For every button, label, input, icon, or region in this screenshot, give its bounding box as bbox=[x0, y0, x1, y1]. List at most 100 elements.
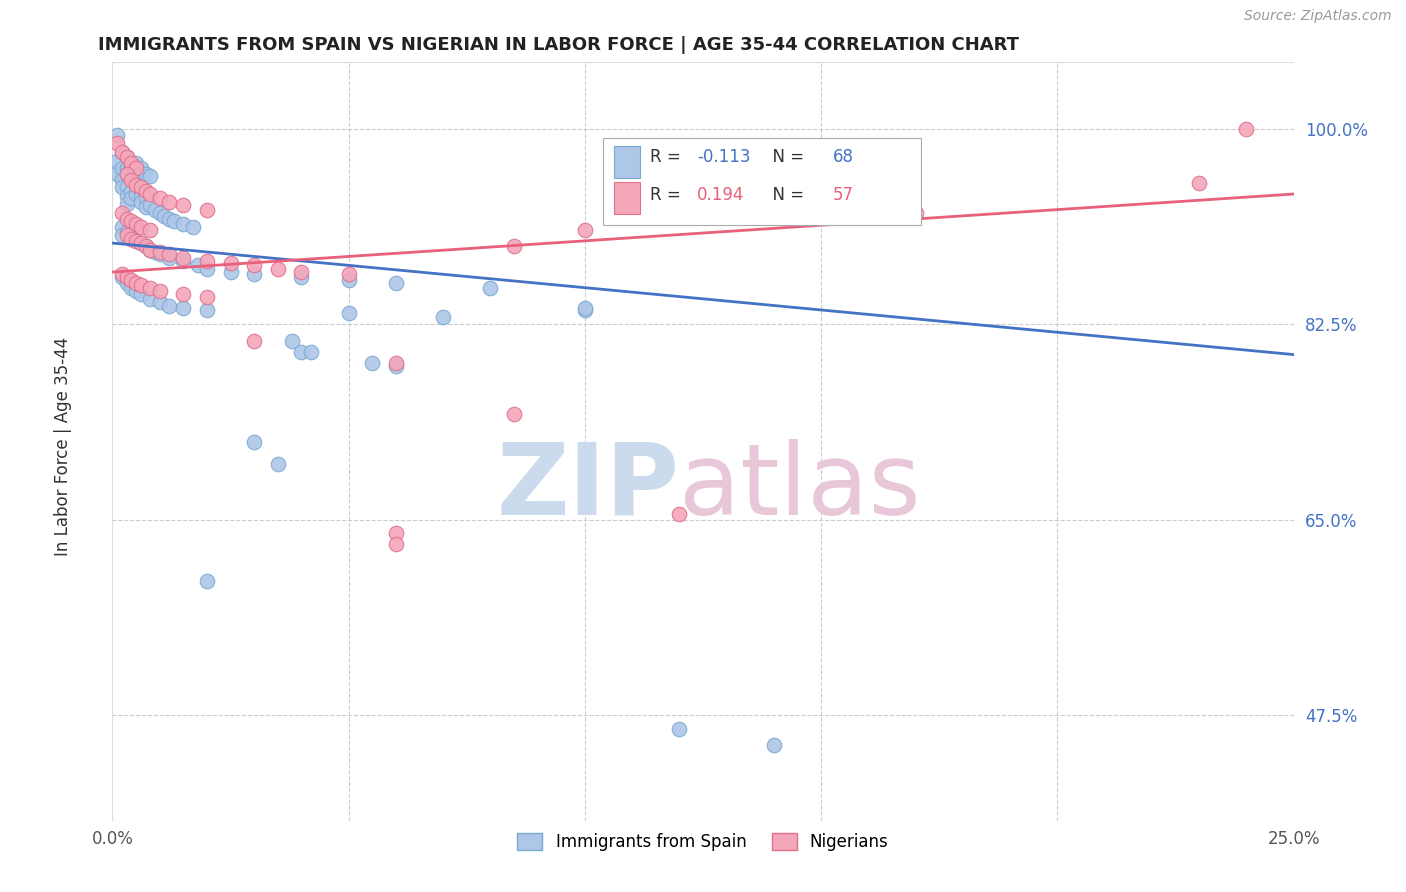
Text: 57: 57 bbox=[832, 186, 853, 204]
Point bbox=[243, 434, 266, 449]
Bar bbox=[614, 145, 640, 178]
Point bbox=[115, 277, 138, 291]
Point bbox=[105, 136, 128, 150]
Text: N =: N = bbox=[762, 148, 810, 166]
Text: ZIP: ZIP bbox=[496, 439, 679, 535]
Point bbox=[125, 284, 148, 298]
Point bbox=[281, 334, 304, 349]
Point bbox=[172, 287, 194, 301]
Point bbox=[125, 178, 148, 193]
Point bbox=[139, 292, 162, 306]
Point bbox=[129, 180, 152, 194]
Point bbox=[195, 290, 218, 304]
Point bbox=[111, 268, 134, 282]
Point bbox=[172, 217, 194, 231]
Point bbox=[111, 206, 134, 220]
Point bbox=[299, 345, 322, 359]
Point bbox=[111, 161, 134, 176]
Legend: Immigrants from Spain, Nigerians: Immigrants from Spain, Nigerians bbox=[510, 826, 896, 858]
Point bbox=[157, 299, 180, 313]
Point bbox=[115, 161, 138, 176]
Point bbox=[668, 723, 690, 737]
Point bbox=[574, 223, 596, 237]
Point bbox=[172, 251, 194, 265]
Point bbox=[111, 269, 134, 284]
Point bbox=[139, 243, 162, 257]
Point bbox=[139, 198, 162, 212]
Point bbox=[105, 128, 128, 142]
Point bbox=[195, 261, 218, 276]
Point bbox=[143, 202, 166, 217]
Point bbox=[1188, 176, 1211, 190]
Text: IMMIGRANTS FROM SPAIN VS NIGERIAN IN LABOR FORCE | AGE 35-44 CORRELATION CHART: IMMIGRANTS FROM SPAIN VS NIGERIAN IN LAB… bbox=[98, 36, 1019, 54]
Point bbox=[337, 268, 360, 282]
Point bbox=[181, 220, 204, 235]
Point bbox=[503, 239, 526, 253]
Point bbox=[157, 194, 180, 209]
Text: -0.113: -0.113 bbox=[697, 148, 751, 166]
Point bbox=[143, 244, 166, 259]
Point bbox=[120, 158, 142, 172]
Point bbox=[120, 165, 142, 179]
Text: 0.194: 0.194 bbox=[697, 186, 744, 204]
Point bbox=[149, 244, 172, 259]
Point bbox=[129, 220, 152, 235]
Point bbox=[111, 220, 134, 235]
Text: R =: R = bbox=[650, 186, 686, 204]
Point bbox=[195, 574, 218, 588]
Point bbox=[115, 189, 138, 203]
Point bbox=[385, 356, 408, 371]
Point bbox=[337, 306, 360, 320]
Point bbox=[120, 273, 142, 287]
Point bbox=[120, 192, 142, 206]
Point bbox=[129, 189, 152, 203]
Point bbox=[111, 172, 134, 186]
Point bbox=[243, 259, 266, 273]
Point bbox=[149, 247, 172, 261]
Point bbox=[139, 223, 162, 237]
Point bbox=[129, 236, 152, 251]
Point bbox=[219, 265, 242, 279]
Point bbox=[290, 269, 312, 284]
Point bbox=[163, 213, 186, 227]
Point bbox=[503, 407, 526, 421]
Point bbox=[153, 210, 176, 224]
Point bbox=[157, 247, 180, 261]
Point bbox=[115, 225, 138, 239]
Point bbox=[105, 153, 128, 168]
Point bbox=[243, 334, 266, 349]
Point bbox=[195, 202, 218, 217]
Point bbox=[139, 169, 162, 184]
Point bbox=[120, 172, 142, 186]
Point bbox=[129, 194, 152, 209]
Point bbox=[135, 192, 157, 206]
Point bbox=[904, 206, 927, 220]
Point bbox=[337, 273, 360, 287]
Bar bbox=[614, 182, 640, 214]
Point bbox=[125, 156, 148, 170]
Point bbox=[172, 198, 194, 212]
Point bbox=[125, 161, 148, 176]
Point bbox=[1234, 122, 1257, 136]
Point bbox=[111, 228, 134, 243]
Point bbox=[139, 243, 162, 257]
Point bbox=[195, 303, 218, 318]
Point bbox=[120, 184, 142, 198]
Point bbox=[125, 217, 148, 231]
Point bbox=[157, 251, 180, 265]
Text: 68: 68 bbox=[832, 148, 853, 166]
Point bbox=[125, 178, 148, 193]
Point bbox=[120, 156, 142, 170]
Point bbox=[129, 236, 152, 251]
Point bbox=[111, 145, 134, 159]
Point bbox=[115, 228, 138, 243]
Point bbox=[186, 259, 208, 273]
Point bbox=[120, 229, 142, 244]
Point bbox=[129, 161, 152, 176]
Point bbox=[120, 281, 142, 295]
Point bbox=[135, 201, 157, 215]
Point bbox=[149, 206, 172, 220]
Point bbox=[172, 254, 194, 268]
Point bbox=[267, 457, 290, 471]
Point bbox=[574, 303, 596, 318]
